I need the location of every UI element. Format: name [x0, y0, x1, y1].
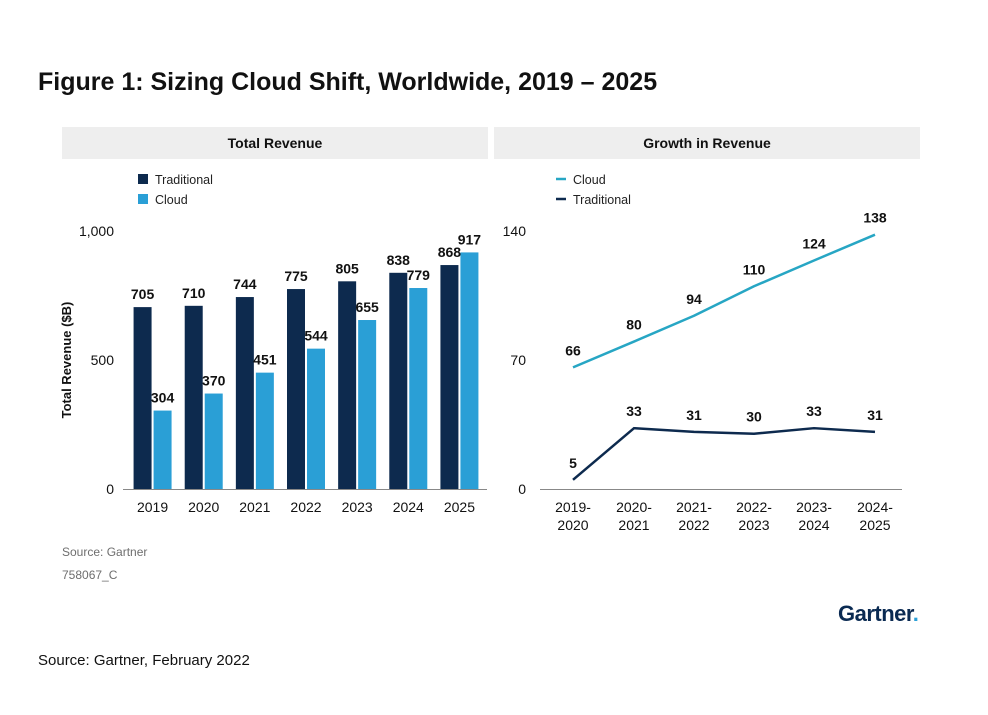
- line-x-tick-label-line1: 2022-: [736, 499, 772, 515]
- bar-value-label-cloud: 451: [253, 352, 277, 368]
- figure-code: 758067_C: [62, 568, 118, 582]
- bar-cloud: [358, 320, 377, 489]
- line-x-tick-label-line2: 2021: [618, 517, 649, 533]
- bar-value-label-cloud: 370: [202, 373, 226, 389]
- line-value-label-cloud: 124: [802, 235, 826, 251]
- legend-swatch-traditional: [138, 174, 148, 184]
- bar-traditional: [184, 305, 203, 489]
- line-value-label-traditional: 33: [626, 403, 642, 419]
- bar-value-label-traditional: 705: [131, 286, 155, 302]
- bar-cloud: [409, 288, 428, 489]
- bar-x-tick-label: 2023: [342, 499, 373, 515]
- line-x-tick-label-line1: 2021-: [676, 499, 712, 515]
- bar-value-label-traditional: 868: [438, 244, 462, 260]
- legend-label-traditional: Traditional: [155, 173, 213, 187]
- bar-cloud: [153, 410, 172, 489]
- line-x-tick-label-line2: 2022: [678, 517, 709, 533]
- line-x-tick-label-line1: 2024-: [857, 499, 893, 515]
- line-y-tick-label: 70: [510, 352, 526, 368]
- line-value-label-cloud: 80: [626, 317, 642, 333]
- line-panel-header: Growth in Revenue: [494, 127, 920, 159]
- bar-traditional: [338, 281, 357, 489]
- bar-x-tick-label: 2020: [188, 499, 219, 515]
- logo-dot: .: [912, 601, 919, 626]
- line-x-tick-label-line1: 2020-: [616, 499, 652, 515]
- line-series-traditional: [572, 426, 876, 481]
- bar-traditional: [389, 272, 408, 489]
- line-value-label-cloud: 110: [743, 261, 766, 277]
- bar-value-label-traditional: 805: [335, 260, 359, 276]
- gartner-logo: Gartner.: [838, 601, 919, 627]
- line-y-tick-label: 140: [503, 223, 527, 239]
- bar-y-tick-label: 1,000: [79, 223, 114, 239]
- bar-x-tick-label: 2022: [290, 499, 321, 515]
- legend-label-cloud: Cloud: [573, 173, 606, 187]
- bar-traditional: [287, 289, 305, 489]
- line-value-label-traditional: 31: [867, 407, 883, 423]
- line-value-label-cloud: 138: [863, 210, 887, 226]
- bar-panel-header: Total Revenue: [62, 127, 488, 159]
- line-y-tick-label: 0: [518, 481, 526, 497]
- bar-y-tick-label: 0: [106, 481, 114, 497]
- bar-cloud: [460, 252, 479, 489]
- legend-label-traditional: Traditional: [573, 193, 631, 207]
- footer-source: Source: Gartner, February 2022: [38, 652, 250, 669]
- bar-chart-title: Total Revenue: [227, 135, 323, 151]
- line-x-tick-label-line2: 2023: [738, 517, 769, 533]
- bar-y-tick-label: 500: [91, 352, 115, 368]
- bar-value-label-traditional: 744: [233, 276, 257, 292]
- line-x-tick-label-line2: 2020: [557, 517, 588, 533]
- bar-cloud: [307, 348, 325, 489]
- bar-value-label-cloud: 304: [151, 390, 175, 406]
- bar-x-tick-label: 2019: [137, 499, 168, 515]
- bar-value-label-cloud: 655: [355, 299, 379, 315]
- line-value-label-traditional: 33: [806, 403, 822, 419]
- line-series-cloud: [572, 233, 876, 369]
- logo-text: Gartner: [838, 601, 913, 626]
- legend-label-cloud: Cloud: [155, 193, 188, 207]
- figure-title: Figure 1: Sizing Cloud Shift, Worldwide,…: [38, 68, 658, 96]
- line-value-label-traditional: 5: [569, 455, 577, 471]
- bar-cloud: [204, 393, 223, 489]
- bar-value-label-cloud: 917: [458, 231, 482, 247]
- bar-x-tick-label: 2025: [444, 499, 475, 515]
- source-note: Source: Gartner: [62, 545, 148, 559]
- line-value-label-traditional: 31: [686, 407, 702, 423]
- legend-swatch-cloud: [138, 194, 148, 204]
- bar-value-label-traditional: 838: [387, 252, 411, 268]
- bar-traditional: [133, 307, 152, 489]
- line-x-tick-label-line1: 2019-: [555, 499, 591, 515]
- line-x-tick-label-line2: 2024: [798, 517, 829, 533]
- bar-traditional: [235, 297, 254, 489]
- bar-value-label-traditional: 710: [182, 285, 206, 301]
- line-value-label-cloud: 94: [686, 291, 702, 307]
- bar-traditional: [440, 265, 459, 489]
- bar-value-label-cloud: 779: [407, 267, 431, 283]
- bar-value-label-traditional: 775: [284, 268, 308, 284]
- line-x-tick-label-line2: 2025: [859, 517, 890, 533]
- bar-x-tick-label: 2021: [239, 499, 270, 515]
- bar-x-tick-label: 2024: [393, 499, 424, 515]
- line-value-label-traditional: 30: [746, 409, 762, 425]
- line-x-tick-label-line1: 2023-: [796, 499, 832, 515]
- line-value-label-cloud: 66: [565, 342, 581, 358]
- line-chart-title: Growth in Revenue: [643, 135, 771, 151]
- bar-cloud: [255, 372, 274, 489]
- bar-value-label-cloud: 544: [304, 328, 328, 344]
- bar-y-axis-label: Total Revenue ($B): [59, 302, 74, 419]
